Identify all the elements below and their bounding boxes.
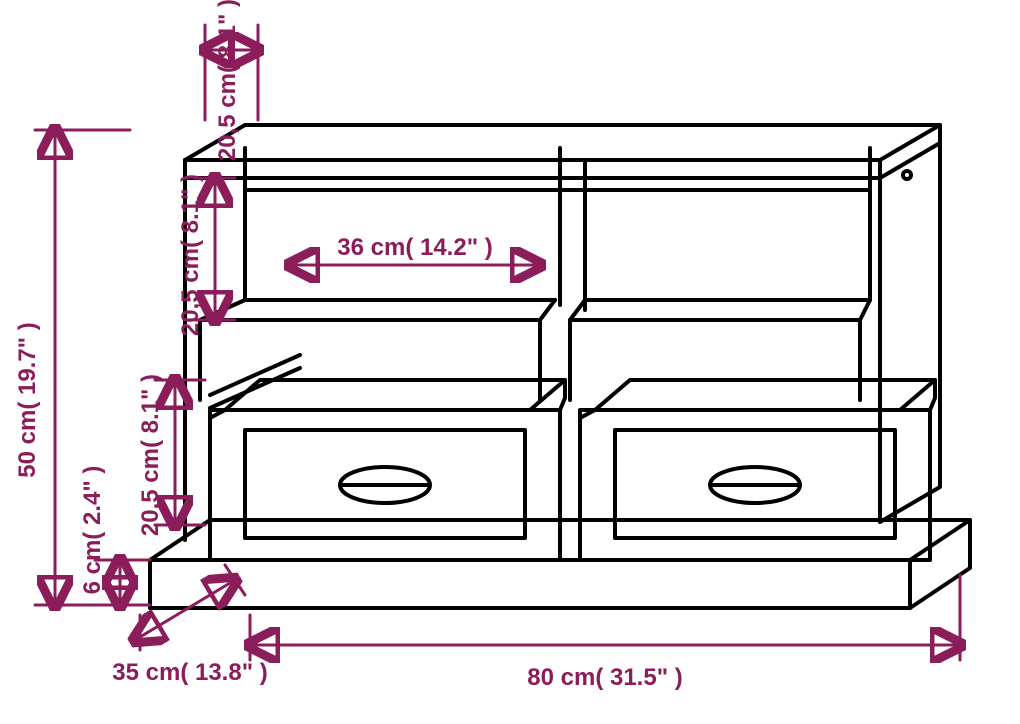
label-width-80: 80 cm( 31.5" ) — [527, 664, 682, 691]
label-inner-36: 36 cm( 14.2" ) — [337, 234, 492, 261]
label-height-50: 50 cm( 19.7" ) — [14, 322, 41, 477]
label-base-6: 6 cm( 2.4" ) — [79, 466, 106, 595]
dimension-diagram: 50 cm( 19.7" ) 6 cm( 2.4" ) 20,5 cm( 8.1… — [0, 0, 1020, 724]
label-top-20-5: 20,5 cm( 8.1" ) — [214, 0, 241, 161]
drawer-left — [210, 380, 565, 560]
cabinet-drawing — [150, 125, 970, 608]
label-depth-35: 35 cm( 13.8" ) — [112, 659, 267, 686]
label-shelf-bot: 20,5 cm( 8.1" ) — [137, 374, 164, 536]
dimensions — [35, 25, 960, 660]
label-shelf-top: 20,5 cm( 8.1" ) — [177, 174, 204, 336]
dimension-labels: 50 cm( 19.7" ) 6 cm( 2.4" ) 20,5 cm( 8.1… — [14, 0, 683, 691]
